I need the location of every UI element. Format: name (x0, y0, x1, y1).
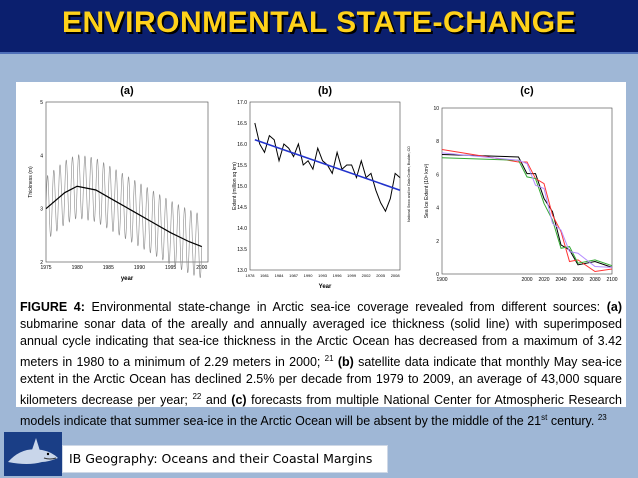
ordinal-suffix: st (541, 413, 548, 423)
footer-label: IB Geography: Oceans and their Coastal M… (62, 445, 388, 473)
figure-image: (a) 2 3 4 5 1975 1980 1985 1990 1995 2000 year Thick… (16, 82, 626, 428)
trend-line (254, 139, 401, 191)
caption-part-a: (a) (606, 300, 623, 314)
x-tick-label: 2000 (521, 277, 532, 283)
x-tick-label: 1900 (436, 277, 447, 283)
x-tick-label: 1999 (347, 273, 357, 278)
x-tick-label: 1996 (333, 273, 343, 278)
chart-a: (a) 2 3 4 5 1975 1980 1985 1990 1995 2000 year Thick… (28, 85, 209, 282)
panel-label: (a) (120, 85, 134, 97)
source-note: National Snow and Ice Data Center, Bould… (407, 146, 411, 222)
shark-icon (4, 432, 62, 476)
reference-22: 22 (192, 392, 202, 402)
caption-text-2: submarine sonar data of the areally and … (20, 317, 622, 370)
x-tick-label: 1984 (275, 273, 285, 278)
y-tick-label: 13.5 (237, 247, 247, 253)
extent-series-line (254, 122, 401, 213)
x-tick-label: 2060 (572, 277, 583, 283)
y-axis-label: Sea Ice Extent (10⁶ km²) (424, 163, 430, 218)
x-tick-label: 1990 (304, 273, 314, 278)
y-tick-label: 16.5 (237, 121, 247, 127)
title-bar: ENVIRONMENTAL STATE-CHANGE (0, 0, 638, 54)
caption-text-4: and (201, 393, 232, 408)
x-tick-label: 1978 (246, 273, 256, 278)
y-tick-label: 2 (40, 260, 43, 266)
footer-text: IB Geography: Oceans and their Coastal M… (69, 451, 373, 466)
x-tick-label: 2080 (589, 277, 600, 283)
plot-frame (441, 107, 613, 275)
plot-frame (249, 101, 401, 271)
y-tick-label: 3 (40, 207, 43, 213)
chart-b: (b) 13.0 13.5 14.0 14.5 15.0 15.5 16.0 16.5 17.0 1… (232, 85, 411, 290)
slide-title: ENVIRONMENTAL STATE-CHANGE (61, 6, 577, 39)
figure-label: FIGURE 4: (20, 300, 85, 314)
model-series-line (441, 153, 613, 268)
x-tick-label: 2002 (362, 273, 372, 278)
caption-part-b: (b) (337, 355, 354, 370)
y-tick-label: 10 (433, 106, 439, 112)
model-series-line (441, 152, 613, 268)
x-tick-label: 1987 (289, 273, 299, 278)
model-series-line (441, 149, 613, 273)
annual-cycle-line (45, 154, 203, 278)
reference-21: 21 (324, 354, 334, 363)
x-tick-label: 2020 (538, 277, 549, 283)
caption-text-1: Environmental state-change in Arctic sea… (84, 300, 607, 314)
x-tick-label: 1980 (72, 265, 83, 271)
x-axis-label: Year (319, 284, 332, 290)
x-tick-label: 1993 (318, 273, 328, 278)
plot-frame (45, 101, 209, 263)
figure-caption: FIGURE 4: Environmental state-change in … (20, 299, 622, 430)
x-tick-label: 1990 (134, 265, 145, 271)
reference-23: 23 (597, 413, 607, 423)
y-tick-label: 0 (436, 272, 439, 278)
caption-text-3: satellite data indicate that monthly May… (20, 355, 622, 408)
x-tick-label: 1985 (103, 265, 114, 271)
y-tick-label: 8 (436, 139, 439, 145)
y-tick-label: 4 (436, 206, 439, 212)
y-tick-label: 17.0 (237, 100, 247, 106)
caption-part-c: (c) (231, 393, 247, 408)
x-tick-label: 2000 (196, 265, 207, 271)
x-axis-label: year (121, 276, 134, 282)
y-tick-label: 2 (436, 239, 439, 245)
chart-c: (c) 0 2 4 6 8 10 1900 2000 2020 2040 2060 2080 2100 Se… (424, 85, 618, 283)
y-tick-label: 5 (40, 100, 43, 106)
model-series-line (441, 157, 613, 267)
y-tick-label: 4 (40, 153, 43, 159)
x-tick-label: 1995 (165, 265, 176, 271)
caption-text-6: century. (547, 414, 598, 429)
x-tick-label: 2005 (376, 273, 386, 278)
y-tick-label: 16.0 (237, 142, 247, 148)
y-tick-label: 13.0 (237, 268, 247, 274)
y-tick-label: 15.0 (237, 184, 247, 190)
panel-label: (c) (520, 85, 534, 97)
y-tick-label: 6 (436, 172, 439, 178)
x-tick-label: 2040 (555, 277, 566, 283)
x-tick-label: 2100 (606, 277, 617, 283)
mean-thickness-line (45, 185, 202, 248)
caption-text-5: forecasts from multiple National Center … (20, 393, 622, 429)
y-axis-label: Extent (million sq km) (232, 162, 238, 210)
panel-label: (b) (318, 85, 332, 97)
x-tick-label: 1975 (40, 265, 51, 271)
x-tick-label: 1981 (260, 273, 270, 278)
x-tick-label: 2008 (391, 273, 401, 278)
y-tick-label: 15.5 (237, 163, 247, 169)
y-tick-label: 14.0 (237, 226, 247, 232)
y-axis-label: Thickness (m) (28, 166, 34, 198)
y-tick-label: 14.5 (237, 205, 247, 211)
